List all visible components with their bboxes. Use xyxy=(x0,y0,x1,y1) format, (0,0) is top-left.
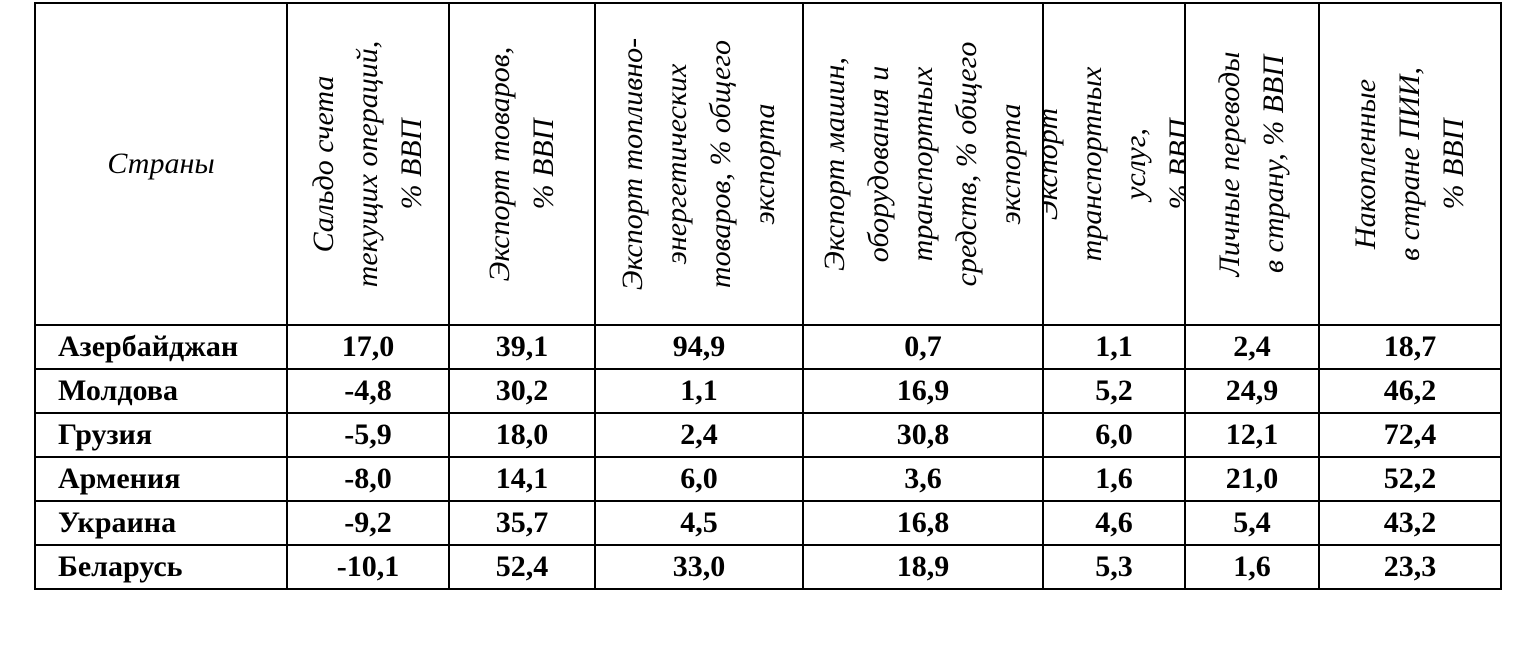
column-header-text: Экспорт транспортных услуг, % ВВП xyxy=(1043,66,1185,262)
value-cell: -9,2 xyxy=(286,500,450,546)
value-cell: 35,7 xyxy=(448,500,596,546)
value-cell: 30,2 xyxy=(448,368,596,414)
value-cell: 5,3 xyxy=(1042,544,1186,590)
value-cell: 18,0 xyxy=(448,412,596,458)
value-cell: 72,4 xyxy=(1318,412,1502,458)
column-header-text: Сальдо счета текущих операций, % ВВП xyxy=(307,40,428,288)
value-cell: 18,7 xyxy=(1318,324,1502,370)
table-row: Беларусь -10,1 52,4 33,0 18,9 5,3 1,6 23… xyxy=(34,544,1502,590)
value-cell: 52,4 xyxy=(448,544,596,590)
value-cell: -5,9 xyxy=(286,412,450,458)
value-cell: 94,9 xyxy=(594,324,804,370)
column-header-text: Накопленные в стране ПИИ, % ВВП xyxy=(1349,67,1470,261)
value-cell: 39,1 xyxy=(448,324,596,370)
value-cell: 6,0 xyxy=(1042,412,1186,458)
country-cell: Беларусь xyxy=(34,544,288,590)
value-cell: 23,3 xyxy=(1318,544,1502,590)
value-cell: 1,6 xyxy=(1042,456,1186,502)
table-row: Украина -9,2 35,7 4,5 16,8 4,6 5,4 43,2 xyxy=(34,500,1502,546)
column-header: Сальдо счета текущих операций, % ВВП xyxy=(286,2,450,326)
value-cell: 0,7 xyxy=(802,324,1044,370)
value-cell: 1,1 xyxy=(1042,324,1186,370)
header-row: Страны Сальдо счета текущих операций, % … xyxy=(34,2,1502,326)
value-cell: 3,6 xyxy=(802,456,1044,502)
value-cell: 12,1 xyxy=(1184,412,1320,458)
value-cell: 5,2 xyxy=(1042,368,1186,414)
value-cell: 2,4 xyxy=(1184,324,1320,370)
value-cell: 43,2 xyxy=(1318,500,1502,546)
column-header: Экспорт товаров, % ВВП xyxy=(448,2,596,326)
column-header: Личные переводы в страну, % ВВП xyxy=(1184,2,1320,326)
value-cell: 14,1 xyxy=(448,456,596,502)
value-cell: 24,9 xyxy=(1184,368,1320,414)
value-cell: 21,0 xyxy=(1184,456,1320,502)
value-cell: 4,6 xyxy=(1042,500,1186,546)
value-cell: 46,2 xyxy=(1318,368,1502,414)
value-cell: 30,8 xyxy=(802,412,1044,458)
table-row: Грузия -5,9 18,0 2,4 30,8 6,0 12,1 72,4 xyxy=(34,412,1502,458)
value-cell: 4,5 xyxy=(594,500,804,546)
column-header: Накопленные в стране ПИИ, % ВВП xyxy=(1318,2,1502,326)
table-row: Азербайджан 17,0 39,1 94,9 0,7 1,1 2,4 1… xyxy=(34,324,1502,370)
column-header-text: Личные переводы в страну, % ВВП xyxy=(1213,51,1290,277)
value-cell: -10,1 xyxy=(286,544,450,590)
column-header-text: Экспорт топливно- энергетических товаров… xyxy=(616,37,781,291)
country-cell: Азербайджан xyxy=(34,324,288,370)
column-header-text: Экспорт товаров, % ВВП xyxy=(483,46,560,282)
country-cell: Украина xyxy=(34,500,288,546)
value-cell: 33,0 xyxy=(594,544,804,590)
value-cell: 52,2 xyxy=(1318,456,1502,502)
value-cell: 16,9 xyxy=(802,368,1044,414)
country-cell: Грузия xyxy=(34,412,288,458)
column-header-text: Экспорт машин, оборудования и транспортн… xyxy=(818,41,1027,287)
column-header: Экспорт топливно- энергетических товаров… xyxy=(594,2,804,326)
value-cell: 18,9 xyxy=(802,544,1044,590)
value-cell: -8,0 xyxy=(286,456,450,502)
corner-header: Страны xyxy=(34,2,288,326)
value-cell: 17,0 xyxy=(286,324,450,370)
value-cell: 2,4 xyxy=(594,412,804,458)
value-cell: 1,1 xyxy=(594,368,804,414)
country-cell: Армения xyxy=(34,456,288,502)
value-cell: -4,8 xyxy=(286,368,450,414)
table-row: Армения -8,0 14,1 6,0 3,6 1,6 21,0 52,2 xyxy=(34,456,1502,502)
data-table: Страны Сальдо счета текущих операций, % … xyxy=(34,2,1502,590)
table-row: Молдова -4,8 30,2 1,1 16,9 5,2 24,9 46,2 xyxy=(34,368,1502,414)
value-cell: 6,0 xyxy=(594,456,804,502)
column-header: Экспорт машин, оборудования и транспортн… xyxy=(802,2,1044,326)
column-header: Экспорт транспортных услуг, % ВВП xyxy=(1042,2,1186,326)
country-cell: Молдова xyxy=(34,368,288,414)
value-cell: 5,4 xyxy=(1184,500,1320,546)
value-cell: 1,6 xyxy=(1184,544,1320,590)
value-cell: 16,8 xyxy=(802,500,1044,546)
